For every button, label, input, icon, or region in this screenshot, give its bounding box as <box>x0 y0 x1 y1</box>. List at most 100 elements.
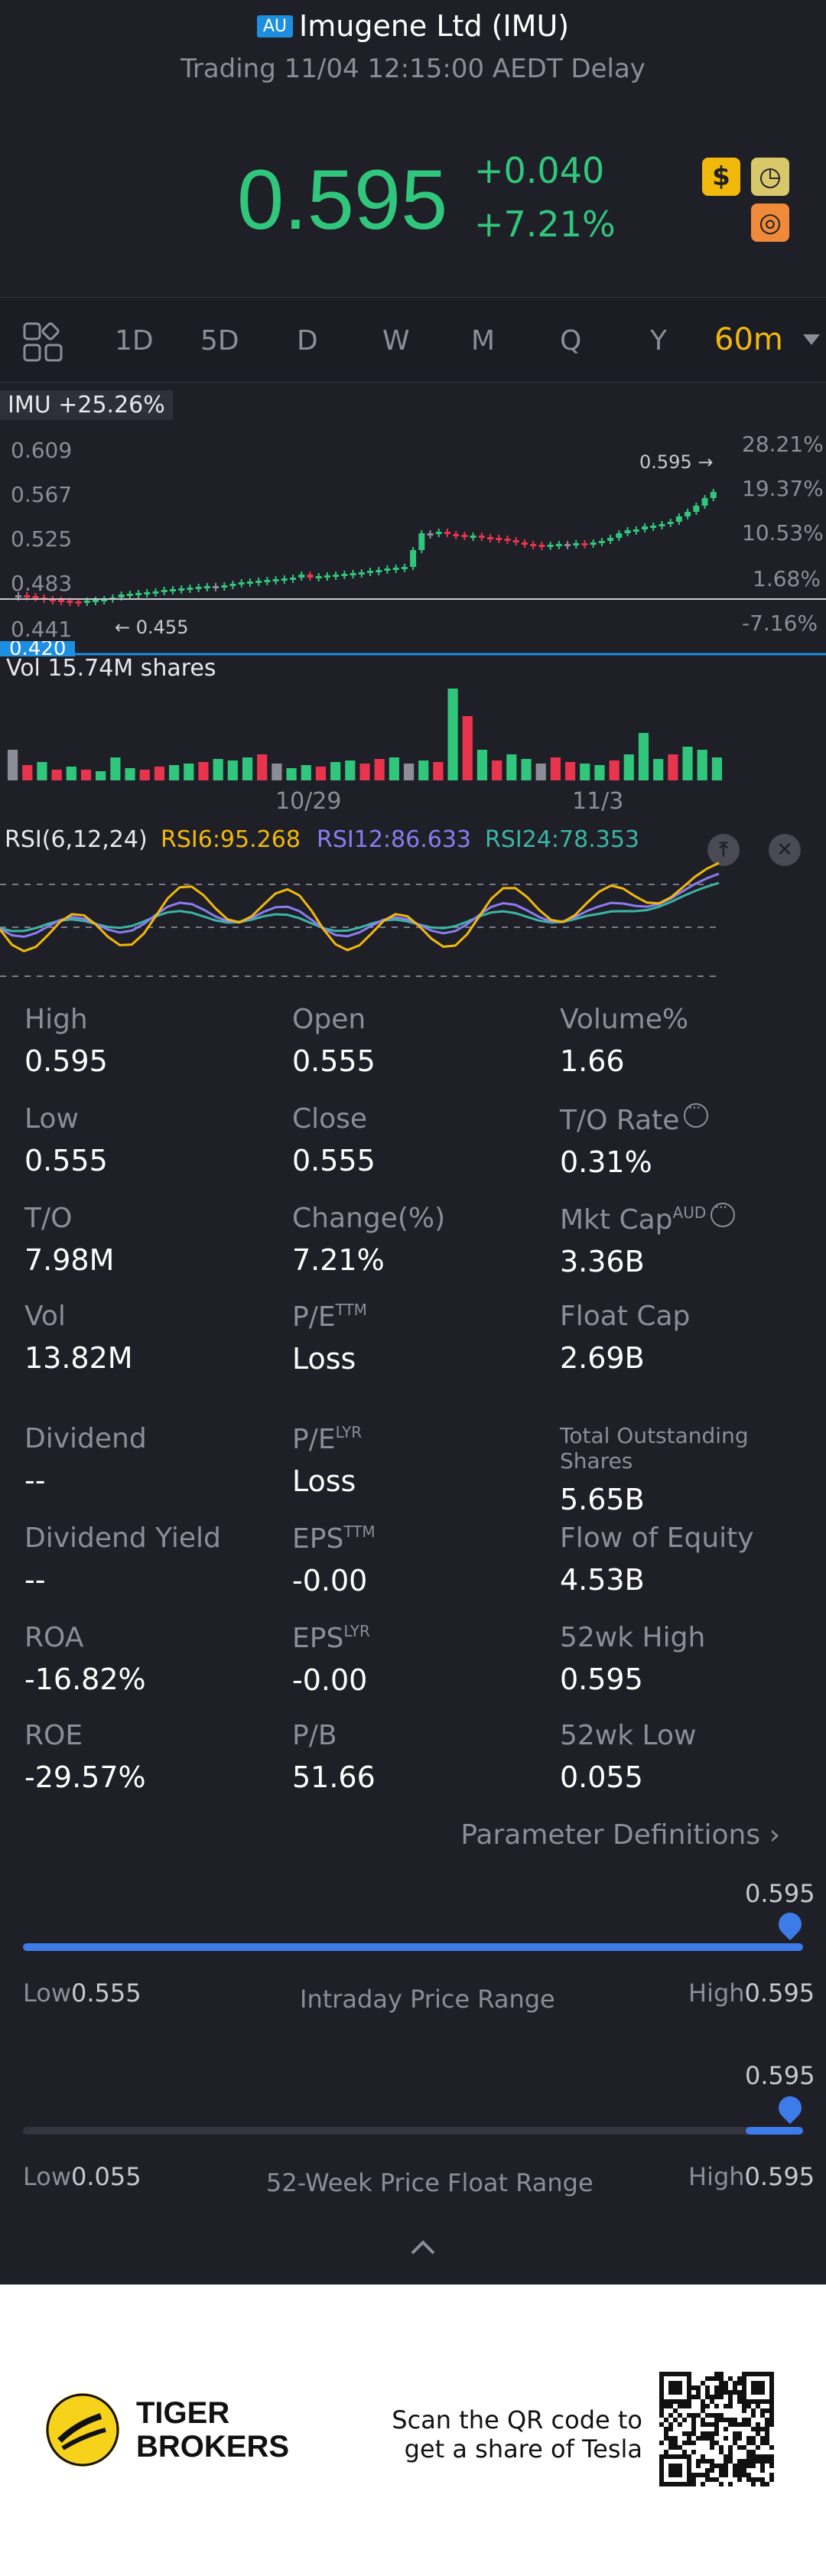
candle <box>427 533 434 536</box>
volume-label: Vol 15.74M shares <box>6 655 216 682</box>
volume-bar <box>96 771 106 780</box>
stat-value: -29.57% <box>24 1760 146 1794</box>
tab-m[interactable]: M <box>471 325 496 357</box>
stat-item: Change(%) 7.21% <box>292 1203 445 1277</box>
volume-bar <box>682 747 693 780</box>
candle <box>392 568 399 570</box>
market-badge: AU <box>256 15 294 37</box>
candle <box>161 590 167 592</box>
tab-60m[interactable]: 60m <box>714 322 783 357</box>
low-marker: ← 0.455 <box>115 617 189 638</box>
pin-top-icon[interactable]: ⤒ <box>707 834 740 866</box>
stat-value: 0.595 <box>24 1044 108 1078</box>
stat-value: 0.555 <box>292 1144 376 1177</box>
candle <box>496 538 502 540</box>
candle <box>83 601 90 603</box>
parameter-definitions-link[interactable]: Parameter Definitions › <box>460 1819 780 1851</box>
candlestick-chart[interactable] <box>0 425 826 662</box>
trading-status: Trading 11/04 12:15:00 AEDT Delay <box>180 54 646 84</box>
volume-bar <box>169 765 180 780</box>
stat-item: T/O Rate 0.31% <box>560 1099 709 1179</box>
last-price: 0.595 <box>237 153 448 247</box>
stat-label: Float Cap <box>560 1301 691 1332</box>
stat-value: Loss <box>292 1464 356 1498</box>
info-icon[interactable] <box>711 1198 736 1227</box>
rsi-chart[interactable] <box>0 857 826 987</box>
volume-bar <box>492 760 502 780</box>
chevron-right-icon: › <box>769 1819 780 1851</box>
tab-y[interactable]: Y <box>650 325 667 357</box>
stat-label: Dividend Yield <box>24 1522 221 1554</box>
volume-bar <box>330 762 341 780</box>
stat-label: Total Outstanding Shares <box>560 1423 749 1474</box>
stat-item: P/ETTM Loss <box>292 1301 367 1376</box>
stat-label: Dividend <box>24 1423 147 1454</box>
volume-bar <box>564 762 576 780</box>
candle <box>118 594 125 598</box>
stat-item: EPSTTM -0.00 <box>292 1522 376 1597</box>
candle <box>444 532 450 534</box>
stat-value: 0.595 <box>560 1663 643 1696</box>
intraday-pin-icon <box>773 1907 807 1941</box>
pct-label: 1.68% <box>753 566 821 591</box>
tab-5d[interactable]: 5D <box>200 325 239 357</box>
candle <box>67 601 73 603</box>
tab-d[interactable]: D <box>297 325 318 357</box>
candle <box>376 570 382 572</box>
volume-bar <box>711 757 722 780</box>
volume-chart[interactable] <box>0 685 826 784</box>
pct-label: 28.21% <box>742 432 824 457</box>
week52-pin-icon <box>773 2091 807 2125</box>
volume-bar <box>286 768 297 780</box>
stat-item: T/O 7.98M <box>24 1203 114 1277</box>
info-icon[interactable] <box>684 1099 709 1128</box>
candle <box>453 534 460 536</box>
stat-label: 52wk Low <box>560 1720 697 1751</box>
stat-value: -- <box>24 1563 46 1597</box>
stat-item: P/ELYR Loss <box>292 1423 362 1498</box>
volume-bar <box>653 759 664 780</box>
stat-label: Close <box>292 1103 368 1135</box>
chevron-up-icon[interactable] <box>410 2239 436 2255</box>
candle <box>555 544 562 546</box>
volume-bar <box>433 762 444 780</box>
dollar-icon[interactable]: $ <box>702 158 740 196</box>
chevron-down-icon[interactable] <box>803 334 820 347</box>
volume-bar <box>668 754 678 780</box>
volume-bar <box>550 757 561 780</box>
volume-bar <box>80 770 92 780</box>
volume-bar <box>403 764 415 780</box>
candle <box>667 522 674 524</box>
volume-bar <box>242 757 253 780</box>
stat-label: Vol <box>24 1301 66 1332</box>
tab-q[interactable]: Q <box>560 325 582 357</box>
stat-item: Dividend Yield -- <box>24 1522 221 1597</box>
candle <box>384 568 391 571</box>
candle <box>264 580 271 582</box>
candle <box>693 506 700 512</box>
clock-icon[interactable]: ◷ <box>751 158 789 196</box>
brain-icon[interactable]: ◎ <box>751 204 789 242</box>
candle <box>178 588 185 591</box>
volume-bar <box>301 765 311 780</box>
candle <box>487 537 494 539</box>
volume-bar <box>418 760 429 780</box>
candle <box>203 586 210 588</box>
stat-label: 52wk High <box>560 1622 706 1653</box>
volume-bar <box>257 754 268 780</box>
volume-bar <box>272 764 282 780</box>
volume-bar <box>213 759 223 780</box>
week52-range-fill <box>746 2127 803 2135</box>
candle <box>624 530 631 533</box>
stat-item: Dividend -- <box>24 1423 147 1497</box>
candle <box>221 585 228 588</box>
candle <box>169 589 176 591</box>
tab-1d[interactable]: 1D <box>115 325 154 357</box>
volume-bar <box>51 770 62 780</box>
close-icon[interactable]: ✕ <box>769 834 801 866</box>
tab-w[interactable]: W <box>382 325 410 357</box>
stat-label: Mkt CapAUD <box>560 1198 736 1236</box>
layout-grid-icon[interactable] <box>23 322 63 362</box>
stat-value: 51.66 <box>292 1760 376 1794</box>
candle <box>530 544 537 546</box>
